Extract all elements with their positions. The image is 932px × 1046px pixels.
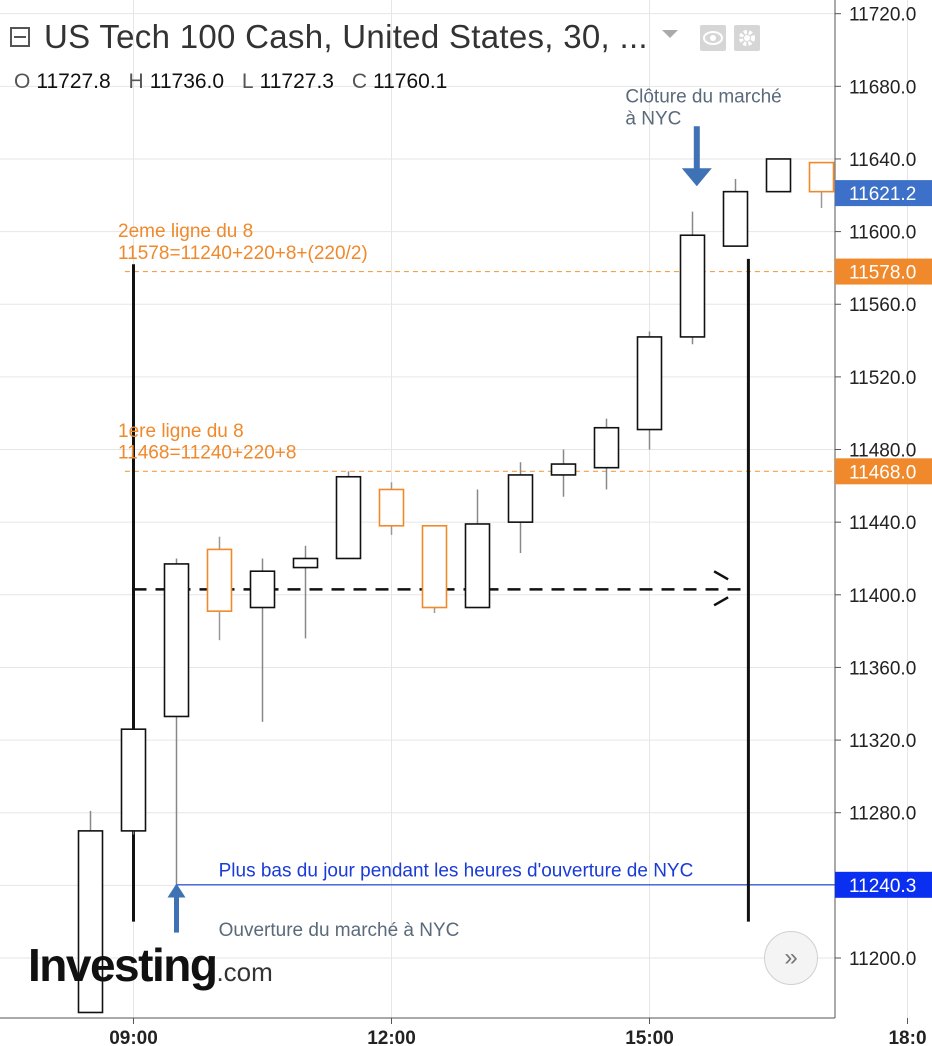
x-tick-label-2: 15:00	[625, 1028, 674, 1046]
logo-main-text: Investing	[28, 939, 218, 991]
ann-1ere-title: 1ere ligne du 8	[118, 421, 244, 442]
chevron-down-icon[interactable]	[662, 30, 678, 38]
price-label-1: 11578.0	[849, 263, 916, 284]
candle-body-13[interactable]	[636, 336, 663, 431]
ann-1ere-formula: 11468=11240+220+8	[118, 443, 296, 464]
candle-body-6[interactable]	[335, 475, 362, 560]
candle-body-4[interactable]	[249, 570, 276, 609]
ann-cloture-2: à NYC	[625, 108, 681, 129]
y-tick-label-13: 11200.0	[849, 949, 916, 970]
ann-plus-bas: Plus bas du jour pendant les heures d'ou…	[219, 860, 694, 881]
candle-body-3[interactable]	[206, 548, 233, 612]
y-tick-label-2: 11640.0	[849, 150, 916, 171]
ohlc-high-key: H	[128, 70, 144, 93]
ann-2eme-formula: 11578=11240+220+8+(220/2)	[118, 243, 368, 264]
ohlc-close-value: 11760.1	[372, 70, 448, 93]
eye-icon[interactable]	[700, 25, 726, 51]
price-label-bg-2	[835, 458, 932, 485]
candle-body-10[interactable]	[507, 474, 534, 523]
candle-body-9[interactable]	[464, 523, 491, 609]
ohlc-open-value: 11727.8	[36, 70, 111, 93]
candle-body-16[interactable]	[765, 158, 792, 193]
ohlc-readout: O 11727.8 H 11736.0 L 11727.3 C 11760.1	[14, 70, 459, 94]
ohlc-low-key: L	[241, 70, 254, 93]
scroll-to-realtime-button[interactable]: »	[764, 931, 818, 985]
ann-cloture-1: Clôture du marché	[625, 87, 781, 108]
candle-body-0[interactable]	[77, 830, 104, 1014]
candle-body-8[interactable]	[421, 524, 448, 609]
candle-body-2[interactable]	[163, 563, 190, 718]
price-label-bg-0	[835, 180, 932, 207]
y-tick-label-0: 11720.0	[849, 5, 916, 26]
candle-body-14[interactable]	[679, 234, 706, 338]
price-label-2: 11468.0	[849, 462, 916, 483]
y-tick-label-6: 11480.0	[849, 441, 916, 462]
y-tick-label-9: 11360.0	[849, 658, 916, 679]
y-tick-label-8: 11400.0	[849, 586, 916, 607]
y-tick-label-7: 11440.0	[849, 513, 916, 534]
candle-body-1[interactable]	[120, 728, 147, 832]
hline-3-arrow-upper	[713, 570, 729, 581]
y-tick-label-11: 11280.0	[849, 804, 916, 825]
x-tick-label-0: 09:00	[109, 1028, 158, 1046]
ann-2eme-title: 2eme ligne du 8	[118, 221, 253, 242]
y-tick-label-3: 11600.0	[849, 223, 916, 244]
price-label-bg-3	[835, 871, 932, 898]
ohlc-low-value: 11727.3	[259, 70, 334, 93]
chart-title: US Tech 100 Cash, United States, 30, ...	[44, 18, 648, 55]
price-label-3: 11240.3	[849, 876, 916, 897]
y-tick-label-4: 11560.0	[849, 295, 916, 316]
candle-body-5[interactable]	[292, 557, 319, 569]
candle-body-11[interactable]	[550, 463, 577, 476]
arrow-up-ouverture-head	[167, 883, 186, 898]
collapse-icon[interactable]	[10, 27, 30, 47]
x-tick-label-3: 18:0	[888, 1028, 926, 1046]
gear-icon[interactable]	[734, 25, 760, 51]
arrow-down-cloture-head	[681, 168, 712, 187]
chart-header: US Tech 100 Cash, United States, 30, ...…	[0, 0, 835, 100]
price-label-bg-1	[835, 258, 932, 285]
y-tick-label-1: 11680.0	[849, 77, 916, 98]
x-tick-label-1: 12:00	[367, 1028, 416, 1046]
y-tick-label-5: 11520.0	[849, 368, 916, 389]
logo-suffix-text: .com	[216, 957, 273, 987]
ann-ouverture: Ouverture du marché à NYC	[219, 920, 460, 941]
ohlc-high-value: 11736.0	[149, 70, 225, 93]
double-chevron-right-icon: »	[784, 944, 798, 971]
candle-body-12[interactable]	[593, 426, 620, 469]
price-label-0: 11621.2	[849, 184, 916, 205]
hline-3-arrow-lower	[713, 596, 729, 607]
ohlc-open-key: O	[14, 70, 31, 93]
ohlc-close-key: C	[351, 70, 367, 93]
candle-body-7[interactable]	[378, 488, 405, 527]
candle-body-17[interactable]	[808, 161, 835, 193]
y-tick-label-10: 11320.0	[849, 731, 916, 752]
candle-body-15[interactable]	[722, 190, 749, 247]
investing-logo: Investing.com	[28, 938, 273, 992]
